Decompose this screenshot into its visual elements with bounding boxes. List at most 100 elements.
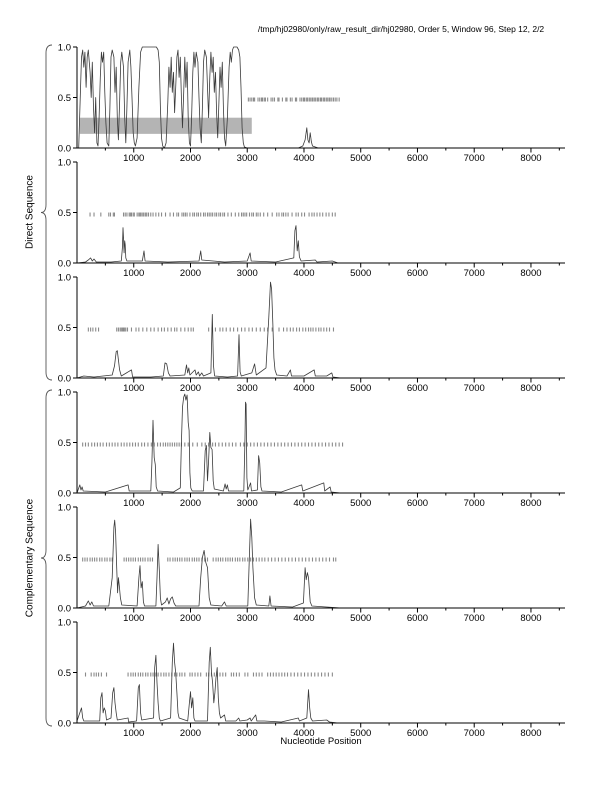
- stop-codon-mark: [137, 672, 139, 677]
- stop-codon-mark: [101, 557, 103, 562]
- stop-codon-mark: [172, 557, 174, 562]
- y-tick-label: 0.0: [58, 488, 71, 499]
- stop-codon-mark: [98, 327, 100, 332]
- stop-codon-mark: [335, 442, 337, 447]
- x-axis-title: Nucleotide Position: [280, 736, 362, 747]
- x-tick-label: 3000: [237, 498, 258, 509]
- stop-codon-mark: [93, 672, 95, 677]
- stop-codon-mark: [136, 212, 138, 217]
- stop-codon-mark: [298, 557, 300, 562]
- stop-codon-mark: [293, 672, 295, 677]
- stop-codon-mark: [89, 557, 91, 562]
- stop-codon-mark: [225, 442, 227, 447]
- stop-codon-mark: [267, 327, 269, 332]
- stop-codon-mark: [300, 672, 302, 677]
- x-tick-label: 8000: [520, 268, 541, 279]
- stop-codon-mark: [326, 327, 328, 332]
- stop-codon-mark: [237, 557, 239, 562]
- x-tick-label: 4000: [293, 498, 314, 509]
- stop-codon-mark: [255, 212, 257, 217]
- x-tick-label: 7000: [464, 153, 485, 164]
- stop-codon-mark: [178, 442, 180, 447]
- stop-codon-mark: [328, 212, 330, 217]
- stop-codon-mark: [126, 327, 129, 332]
- stop-codon-mark: [301, 557, 303, 562]
- stop-codon-mark: [87, 442, 89, 447]
- stop-codon-mark: [109, 212, 112, 217]
- stop-codon-mark: [283, 327, 285, 332]
- stop-codon-mark: [281, 212, 283, 217]
- stop-codon-mark: [215, 557, 217, 562]
- y-tick-label: 0.0: [58, 373, 71, 384]
- y-tick-label: 0.5: [58, 208, 71, 219]
- stop-codon-mark: [246, 212, 248, 217]
- stop-codon-mark: [322, 97, 324, 102]
- stop-codon-mark: [196, 442, 198, 447]
- stop-codon-mark: [296, 327, 298, 332]
- stop-codon-mark: [291, 97, 293, 102]
- stop-codon-mark: [90, 672, 92, 677]
- stop-codon-mark: [204, 442, 206, 447]
- stop-codon-mark: [317, 97, 319, 102]
- stop-codon-mark: [284, 557, 286, 562]
- stop-codon-mark: [328, 327, 331, 332]
- stop-codon-mark: [205, 672, 207, 677]
- stop-codon-mark: [318, 327, 320, 332]
- stop-codon-mark: [111, 557, 113, 562]
- stop-codon-mark: [124, 212, 126, 217]
- stop-codon-mark: [334, 212, 336, 217]
- x-tick-label: 3000: [237, 728, 258, 739]
- stop-codon-mark: [297, 672, 299, 677]
- stop-codon-mark: [234, 212, 236, 217]
- stop-codon-mark: [247, 97, 249, 102]
- stop-codon-mark: [99, 557, 101, 562]
- stop-codon-mark: [176, 672, 178, 677]
- coding-region-bar: [79, 117, 252, 134]
- stop-codon-mark: [284, 442, 286, 447]
- stop-codon-mark: [286, 672, 289, 677]
- stop-codon-mark: [229, 327, 231, 332]
- stop-codon-mark: [235, 672, 237, 677]
- stop-codon-mark: [179, 557, 181, 562]
- x-tick-label: 6000: [407, 498, 428, 509]
- stop-codon-mark: [303, 212, 306, 217]
- y-tick-label: 0.0: [58, 603, 71, 614]
- stop-codon-mark: [179, 672, 181, 677]
- stop-codon-mark: [305, 557, 307, 562]
- x-tick-label: 3000: [237, 383, 258, 394]
- stop-codon-mark: [90, 327, 92, 332]
- stop-codon-marks: [82, 442, 344, 447]
- stop-codon-mark: [243, 442, 245, 447]
- stop-codon-mark: [304, 442, 306, 447]
- stop-codon-mark: [138, 327, 140, 332]
- stop-codon-mark: [238, 672, 240, 677]
- stop-codon-mark: [244, 672, 246, 677]
- stop-codon-mark: [253, 442, 255, 447]
- stop-codon-mark: [247, 557, 249, 562]
- stop-codon-marks: [84, 672, 333, 677]
- stop-codon-mark: [146, 212, 148, 217]
- stop-codon-mark: [271, 327, 273, 332]
- x-tick-label: 8000: [520, 383, 541, 394]
- stop-codon-mark: [100, 672, 102, 677]
- stop-codon-mark: [164, 442, 167, 447]
- stop-codon-mark: [219, 327, 221, 332]
- stop-codon-mark: [257, 97, 259, 102]
- stop-codon-mark: [161, 327, 163, 332]
- stop-codon-mark: [256, 442, 258, 447]
- stop-codon-mark: [123, 557, 125, 562]
- stop-codon-mark: [216, 212, 218, 217]
- stop-codon-mark: [290, 442, 293, 447]
- stop-codon-mark: [127, 672, 129, 677]
- stop-codon-mark: [124, 327, 126, 332]
- stop-codon-mark: [219, 672, 221, 677]
- stop-codon-mark: [167, 327, 169, 332]
- x-tick-label: 2000: [180, 383, 201, 394]
- stop-codon-mark: [315, 97, 317, 102]
- stop-codon-mark: [132, 442, 134, 447]
- stop-codon-mark: [310, 327, 312, 332]
- stop-codon-mark: [314, 97, 316, 102]
- stop-codon-mark: [308, 557, 310, 562]
- stop-codon-mark: [129, 212, 131, 217]
- probability-trace: [78, 46, 565, 149]
